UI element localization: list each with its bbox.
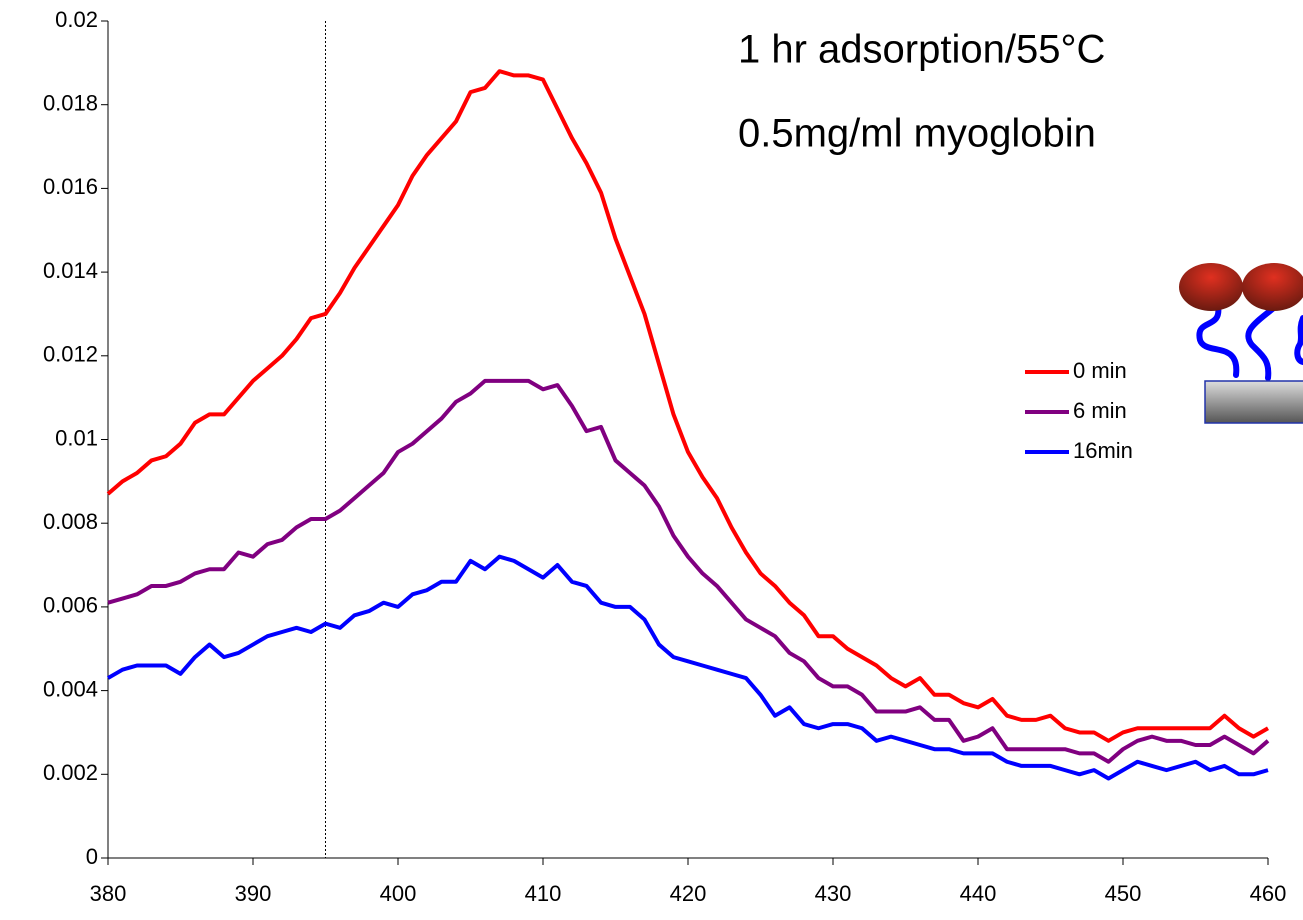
x-tick-label: 420 [670, 881, 707, 906]
y-tick-label: 0.014 [43, 258, 98, 283]
x-tick-label: 400 [380, 881, 417, 906]
y-tick-label: 0.002 [43, 760, 98, 785]
x-tick-label: 450 [1105, 881, 1142, 906]
x-tick-label: 410 [525, 881, 562, 906]
page: 1 hr adsorption/55°C 0.5mg/ml myoglobin … [0, 0, 1303, 920]
series-line [108, 557, 1268, 779]
y-tick-label: 0 [86, 844, 98, 869]
surface [1205, 381, 1303, 423]
annotation: 0.5mg/ml myoglobin [738, 112, 1096, 156]
y-tick-label: 0.018 [43, 91, 98, 116]
y-tick-label: 0.006 [43, 593, 98, 618]
annotation: 1 hr adsorption/55°C [738, 28, 1105, 72]
y-tick-label: 0.02 [55, 7, 98, 32]
x-tick-label: 460 [1250, 881, 1287, 906]
legend-label: 16min [1073, 438, 1133, 463]
y-tick-label: 0.016 [43, 174, 98, 199]
protein [1242, 263, 1303, 311]
protein [1179, 263, 1243, 311]
legend-label: 6 min [1073, 398, 1127, 423]
x-tick-label: 390 [235, 881, 272, 906]
x-tick-label: 440 [960, 881, 997, 906]
y-tick-label: 0.01 [55, 425, 98, 450]
icon [1179, 263, 1303, 423]
y-tick-label: 0.012 [43, 342, 98, 367]
x-tick-label: 430 [815, 881, 852, 906]
x-tick-label: 380 [90, 881, 127, 906]
y-tick-label: 0.008 [43, 509, 98, 534]
chart: 1 hr adsorption/55°C 0.5mg/ml myoglobin … [0, 0, 1303, 920]
y-tick-label: 0.004 [43, 676, 98, 701]
tether [1199, 306, 1303, 378]
legend-label: 0 min [1073, 358, 1127, 383]
